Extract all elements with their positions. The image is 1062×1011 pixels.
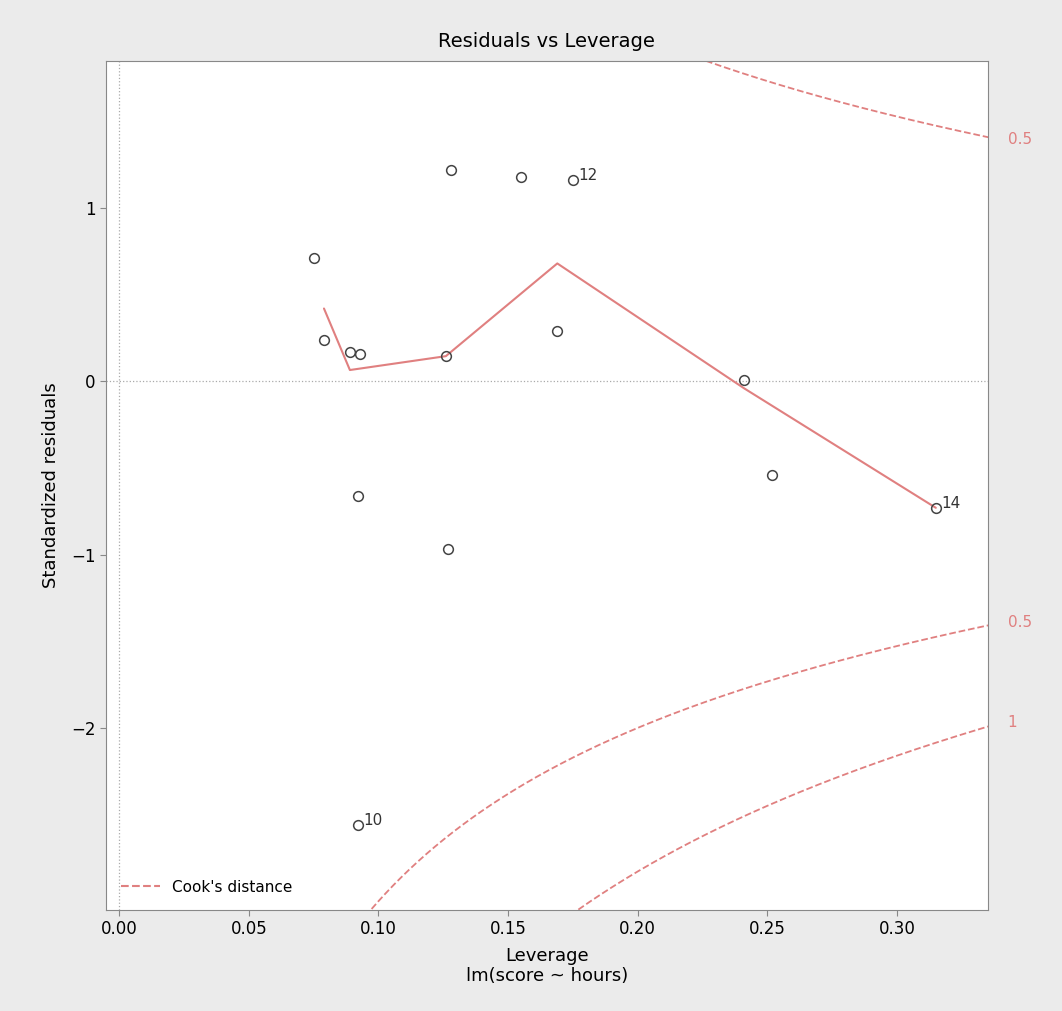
Text: 12: 12 [579, 168, 598, 183]
Text: 10: 10 [363, 813, 382, 828]
Title: Residuals vs Leverage: Residuals vs Leverage [439, 31, 655, 51]
X-axis label: Leverage
lm(score ~ hours): Leverage lm(score ~ hours) [466, 946, 628, 986]
Text: 1: 1 [1008, 716, 1017, 730]
Text: 0.5: 0.5 [1008, 132, 1031, 148]
Legend: Cook's distance: Cook's distance [114, 871, 299, 902]
Text: 0.5: 0.5 [1008, 616, 1031, 630]
Text: 14: 14 [941, 495, 961, 511]
Y-axis label: Standardized residuals: Standardized residuals [42, 382, 61, 588]
